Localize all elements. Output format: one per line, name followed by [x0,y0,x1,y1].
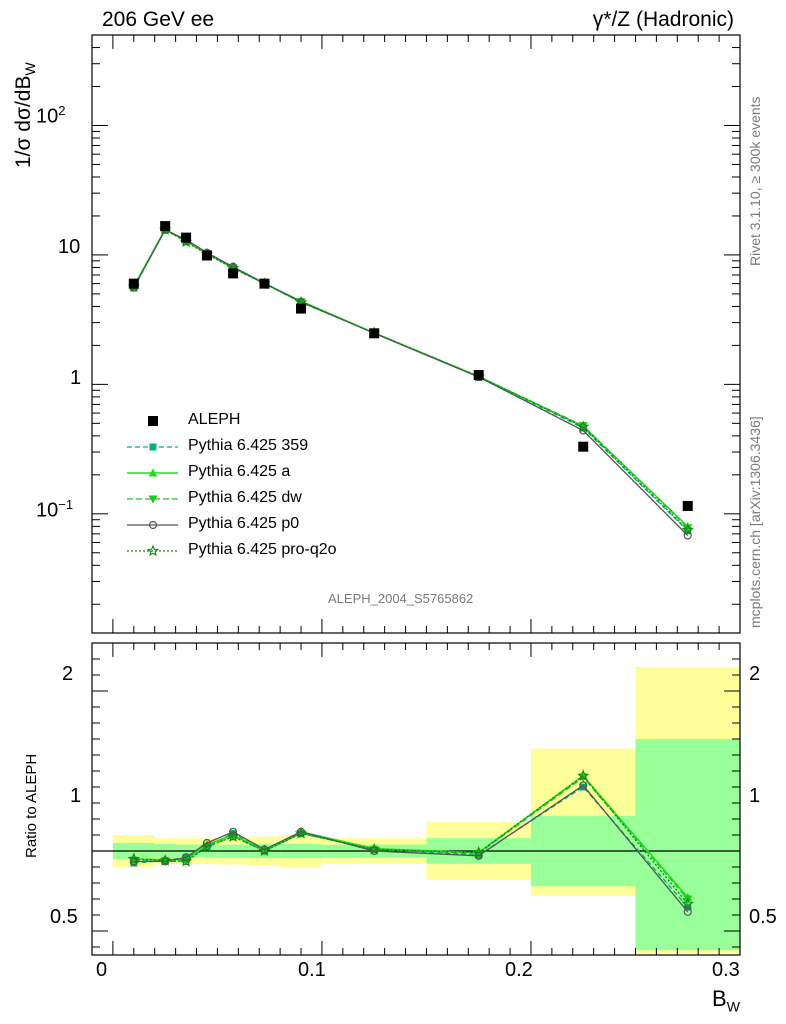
main-point-pdw-9 [578,422,588,431]
ytick-label-10: 10 [58,236,81,258]
data-point-2 [181,232,192,243]
ratio-point-p359-9 [579,783,587,791]
x-axis-label: BW [712,986,740,1014]
ratio-panel-frame [91,642,741,956]
legend-symbol-p359 [149,443,157,451]
ratio-point-pp0-1 [161,857,170,866]
rtick-left-0.5: 0.5 [50,906,78,928]
ratio-point-pq2o-0 [127,852,141,865]
main-series-line-pa [133,228,689,527]
legend-symbol-data [148,416,158,426]
ytick-label-0.1: 10−1 [36,497,73,523]
ytick-label-0.1-exp: −1 [58,497,74,512]
legend-symbol-pq2o [146,544,160,557]
main-point-pdw-10 [683,524,693,533]
rtick-left-2: 2 [62,663,74,685]
ytick-label-100-base: 10 [36,105,59,128]
ratio-point-pq2o-4 [226,830,240,842]
rtick-right-2: 2 [749,663,761,685]
title-right: γ*/Z (Hadronic) [592,8,734,31]
legend-label-359: Pythia 6.425 359 [188,437,309,454]
main-panel-frame [91,34,741,634]
ratio-point-pp0-0 [129,857,138,866]
ratio-point-pq2o-7 [367,842,381,855]
legend-label-dw: Pythia 6.425 dw [188,489,302,506]
data-point-9 [578,441,589,452]
rtick-right-1: 1 [749,785,761,807]
data-point-4 [228,268,239,279]
data-point-8 [473,370,484,381]
main-series-line-pq2o [133,228,689,531]
data-point-3 [201,250,212,261]
ytick-label-0.1-base: 10 [36,499,59,522]
legend-label-p0: Pythia 6.425 p0 [188,515,300,532]
main-point-pq2o-10 [681,523,694,536]
main-point-pq2o-9 [577,420,590,433]
rivet-label: Rivet 3.1.10, ≥ 300k events [747,96,763,266]
x-axis-label-main: B [712,986,727,1011]
legend-label-data: ALEPH [188,411,241,428]
rtick-right-0.5: 0.5 [749,906,777,928]
ytick-label-100: 102 [36,103,65,129]
data-point-1 [160,221,171,232]
band-green-10 [635,739,740,951]
xtick-label-0.2: 0.2 [505,959,533,981]
ratio-point-pp0-4 [228,827,238,836]
legend-symbol-pp0 [148,520,158,530]
ratio-point-pq2o-3 [200,840,214,853]
ratio-point-pq2o-1 [159,854,172,866]
mcplots-label: mcplots.cern.ch [arXiv:1306.3436] [747,416,763,628]
data-point-6 [296,303,307,314]
ratio-point-pq2o-8 [472,846,485,858]
x-axis-label-sub: W [726,998,740,1015]
rtick-left-1: 1 [70,785,82,807]
ratio-point-pp0-7 [370,846,379,856]
legend-label-a: Pythia 6.425 a [188,463,291,480]
ratio-series-line-pq2o [133,774,689,905]
ratio-point-pq2o-2 [179,854,193,867]
legend-symbol-pa [148,468,158,477]
data-point-7 [369,328,380,339]
ytick-label-1: 1 [70,367,82,389]
ratio-point-pdw-8 [474,849,484,858]
y-axis-label-main: 1/σ dσ/dB [12,75,35,168]
ratio-point-pq2o-10 [681,897,694,909]
xtick-label-0.1: 0.1 [298,959,326,981]
ytick-label-100-exp: 2 [58,103,66,118]
data-point-10 [682,500,693,511]
ratio-series-line-pp0 [133,784,689,913]
data-point-5 [259,278,270,289]
ratio-point-pq2o-5 [258,844,271,857]
analysis-watermark: ALEPH_2004_S5765862 [328,591,474,606]
ratio-point-p359-10 [684,903,692,911]
y-axis-label-sub: W [22,62,39,76]
ratio-point-pp0-10 [683,907,692,916]
ratio-point-pq2o-9 [577,769,590,781]
title-left: 206 GeV ee [102,8,215,31]
ratio-y-label: Ratio to ALEPH [23,753,40,858]
y-axis-label: 1/σ dσ/dBW [12,62,38,168]
xtick-label-0.3: 0.3 [712,959,740,981]
data-point-0 [128,278,139,289]
legend-symbol-pdw [148,495,158,504]
ratio-point-pp0-9 [579,781,588,790]
legend-label-pro-q2o: Pythia 6.425 pro-q2o [188,541,337,558]
xtick-label-0: 0 [96,959,108,981]
ratio-point-pq2o-6 [294,826,308,839]
main-series-line-p359 [133,228,689,532]
main-series-line-pdw [133,229,689,529]
